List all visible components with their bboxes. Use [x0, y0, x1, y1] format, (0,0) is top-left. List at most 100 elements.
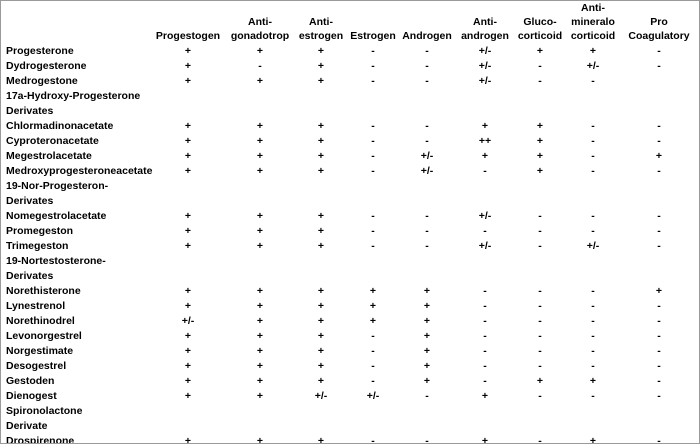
cell-value: + [184, 225, 192, 237]
cell-value: + [184, 75, 192, 87]
cell-value: - [483, 300, 487, 312]
cell-value: + [256, 375, 264, 387]
column-header: Anti- estrogen [298, 16, 344, 42]
cell-value: + [317, 300, 325, 312]
cell-value: + [317, 210, 325, 222]
cell-value: - [371, 45, 375, 57]
cell-value: + [184, 60, 192, 72]
row-label: Gestoden [6, 375, 55, 387]
cell-value: - [591, 135, 595, 147]
cell-value: + [256, 300, 264, 312]
cell-value: - [538, 285, 542, 297]
row-label: Desogestrel [6, 360, 67, 372]
cell-value: - [538, 390, 542, 402]
cell-value: - [591, 120, 595, 132]
cell-value: + [423, 300, 431, 312]
row-label: Levonorgestrel [6, 330, 82, 342]
cell-value: +/- [314, 390, 328, 402]
cell-value: - [591, 210, 595, 222]
cell-value: ++ [478, 135, 492, 147]
cell-value: + [184, 240, 192, 252]
cell-value: - [258, 60, 262, 72]
cell-value: - [591, 315, 595, 327]
cell-value: - [371, 240, 375, 252]
cell-value: - [657, 210, 661, 222]
cell-value: + [256, 45, 264, 57]
cell-value: - [657, 360, 661, 372]
cell-value: - [657, 330, 661, 342]
cell-value: + [256, 285, 264, 297]
cell-value: + [256, 390, 264, 402]
cell-value: + [317, 225, 325, 237]
cell-value: + [256, 240, 264, 252]
cell-value: - [425, 435, 429, 444]
cell-value: +/- [420, 150, 434, 162]
cell-value: - [371, 330, 375, 342]
cell-value: +/- [586, 240, 600, 252]
cell-value: +/- [478, 60, 492, 72]
row-label: Drospirenone [6, 435, 75, 444]
column-header: Pro Coagulatory [628, 16, 690, 42]
cell-value: - [591, 345, 595, 357]
cell-value: + [317, 75, 325, 87]
cell-value: + [317, 120, 325, 132]
cell-value: + [256, 135, 264, 147]
column-header: Anti- androgen [461, 16, 509, 42]
cell-value: + [256, 345, 264, 357]
cell-value: - [483, 345, 487, 357]
cell-value: - [657, 390, 661, 402]
cell-value: - [538, 75, 542, 87]
cell-value: + [589, 45, 597, 57]
row-label: Norethisterone [6, 285, 81, 297]
cell-value: - [591, 390, 595, 402]
cell-value: + [184, 360, 192, 372]
cell-value: + [317, 345, 325, 357]
cell-value: - [657, 435, 661, 444]
cell-value: + [369, 315, 377, 327]
cell-value: - [371, 225, 375, 237]
column-header: Estrogen [350, 30, 396, 42]
cell-value: - [371, 165, 375, 177]
cell-value: - [425, 60, 429, 72]
cell-value: - [657, 345, 661, 357]
row-label: Medroxyprogesteroneacetate [6, 165, 153, 177]
cell-value: + [536, 120, 544, 132]
cell-value: + [184, 300, 192, 312]
cell-value: + [256, 330, 264, 342]
cell-value: + [423, 330, 431, 342]
cell-value: - [538, 300, 542, 312]
column-header: Anti- mineralo corticoid [570, 2, 616, 42]
cell-value: - [425, 135, 429, 147]
cell-value: - [371, 345, 375, 357]
cell-value: - [371, 75, 375, 87]
cell-value: + [317, 165, 325, 177]
cell-value: + [256, 165, 264, 177]
cell-value: + [184, 375, 192, 387]
cell-value: - [371, 210, 375, 222]
cell-value: - [483, 285, 487, 297]
cell-value: - [425, 120, 429, 132]
cell-value: - [657, 225, 661, 237]
cell-value: - [483, 315, 487, 327]
cell-value: + [369, 285, 377, 297]
cell-value: - [425, 210, 429, 222]
cell-value: +/- [586, 60, 600, 72]
cell-value: + [184, 45, 192, 57]
cell-value: + [256, 435, 264, 444]
cell-value: - [371, 360, 375, 372]
row-label: Spironolactone Derivate [6, 405, 83, 432]
row-label: Dydrogesterone [6, 60, 87, 72]
cell-value: + [317, 285, 325, 297]
cell-value: - [371, 435, 375, 444]
cell-value: - [483, 225, 487, 237]
cell-value: + [256, 120, 264, 132]
cell-value: - [591, 360, 595, 372]
cell-value: - [483, 375, 487, 387]
cell-value: + [317, 375, 325, 387]
cell-value: + [317, 135, 325, 147]
cell-value: + [655, 150, 663, 162]
cell-value: + [317, 60, 325, 72]
cell-value: +/- [478, 210, 492, 222]
cell-value: - [483, 165, 487, 177]
cell-value: - [657, 240, 661, 252]
